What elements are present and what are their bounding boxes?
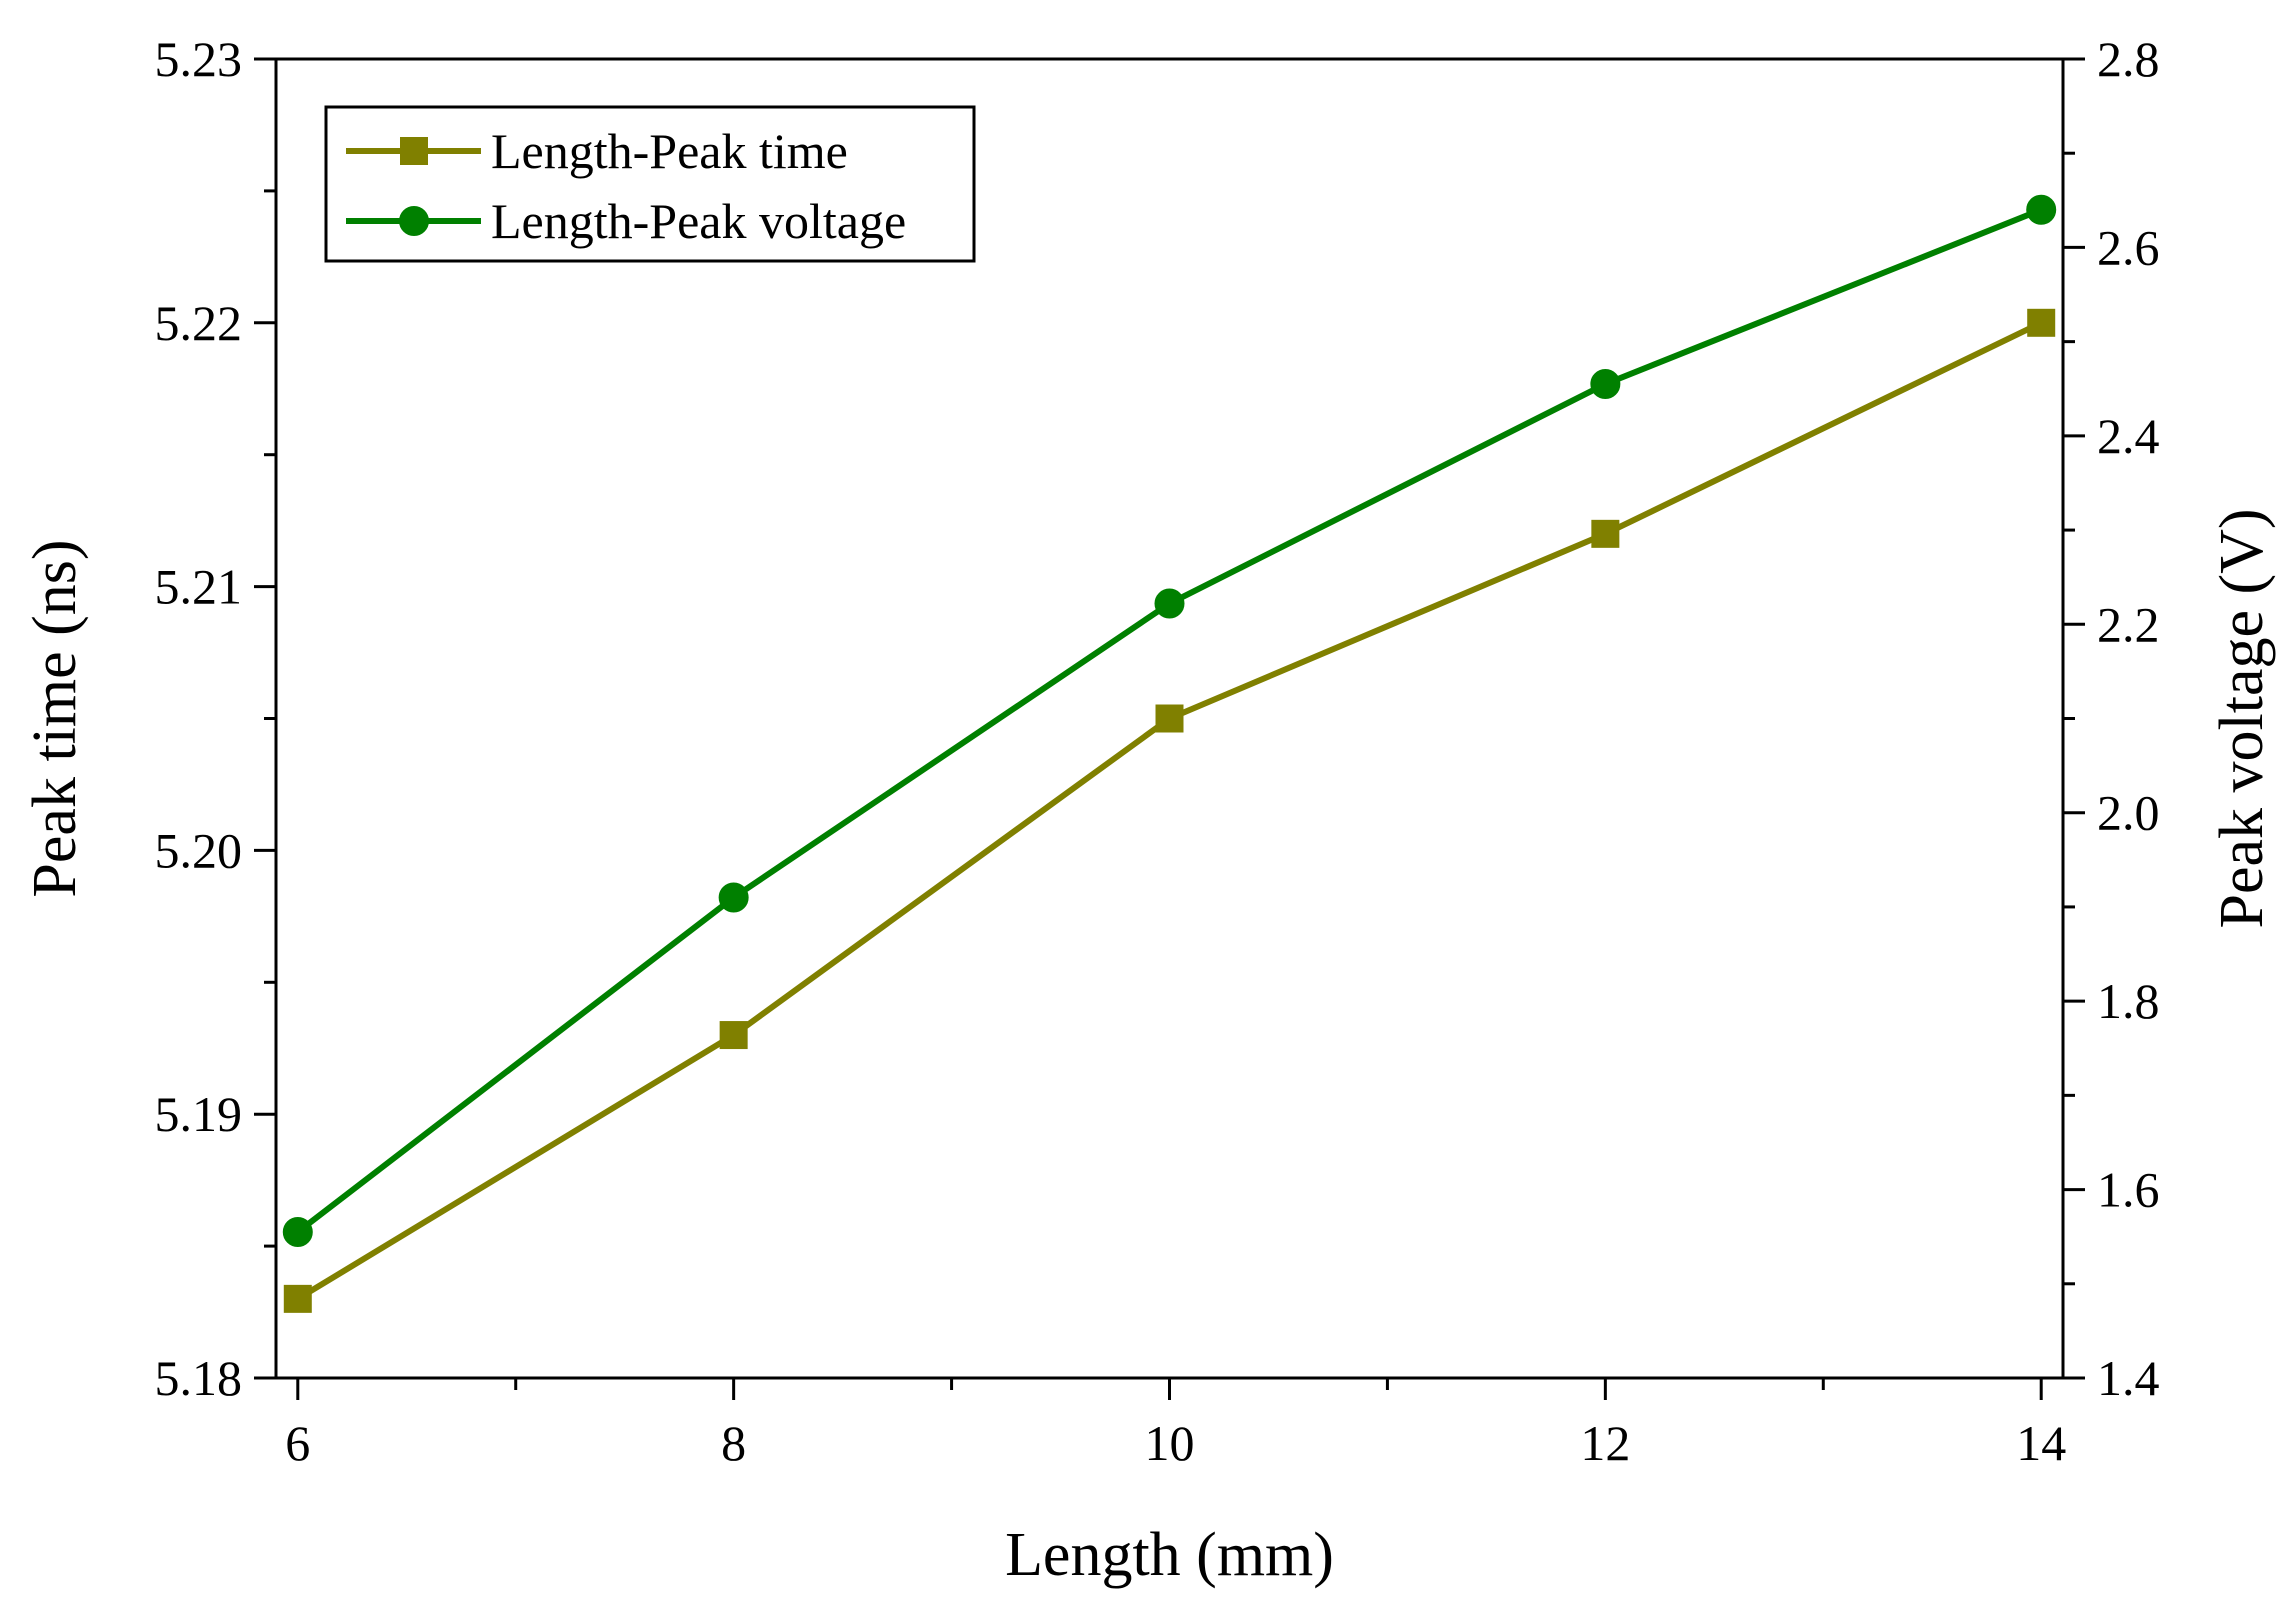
series-2: [282, 194, 2057, 1247]
x-tick-label: 8: [721, 1415, 746, 1471]
legend-label: Length-Peak time: [491, 123, 848, 179]
x-tick-label: 12: [1580, 1415, 1630, 1471]
series-layer: [282, 194, 2057, 1313]
y2-tick-label: 2.4: [2097, 408, 2160, 464]
data-point: [283, 1284, 312, 1313]
y2-tick-label: 1.4: [2097, 1350, 2160, 1406]
y2-tick-label: 1.8: [2097, 973, 2160, 1029]
y2-tick-label: 2.6: [2097, 219, 2160, 275]
data-point: [1155, 704, 1184, 733]
data-point: [2027, 308, 2056, 337]
series-line: [296, 320, 2043, 1302]
legend-entry: Length-Peak time: [346, 123, 848, 179]
data-point: [718, 882, 749, 913]
series-1: [283, 308, 2056, 1313]
x-tick-label: 14: [2016, 1415, 2066, 1471]
y-tick-label: 5.20: [155, 822, 243, 878]
plot-frame: [274, 57, 2065, 1380]
y-tick-label: 5.18: [155, 1350, 243, 1406]
y2-tick-label: 2.8: [2097, 31, 2160, 87]
tick-labels-layer: 6 8 10 12 14 5.18 5.19 5.20 5.21 5.22 5.23 1.4 1.6 1.…: [155, 31, 2160, 1471]
y2-tick-label: 2.2: [2097, 596, 2160, 652]
legend-label: Length-Peak voltage: [491, 193, 906, 249]
y2-tick-label: 2.0: [2097, 785, 2160, 841]
ticks-layer: [254, 57, 2085, 1400]
x-axis-title: Length (mm): [1005, 1521, 1334, 1589]
legend: Length-Peak time Length-Peak voltage: [324, 105, 976, 263]
legend-entry: Length-Peak voltage: [346, 193, 906, 249]
data-point: [282, 1216, 313, 1247]
y-tick-label: 5.19: [155, 1086, 243, 1142]
y2-axis-title: Peak voltage (V): [2208, 508, 2276, 928]
data-point: [2026, 194, 2057, 225]
y-tick-label: 5.21: [155, 559, 243, 615]
legend-box: [324, 105, 976, 263]
data-point: [1590, 369, 1621, 400]
data-point: [1591, 519, 1620, 548]
data-point: [719, 1021, 748, 1050]
data-point: [1154, 588, 1185, 619]
legend-marker: [400, 137, 428, 165]
legend-marker: [399, 206, 429, 236]
y2-tick-label: 1.6: [2097, 1162, 2160, 1218]
y-tick-label: 5.23: [155, 31, 243, 87]
x-tick-label: 10: [1145, 1415, 1195, 1471]
y-axis-title: Peak time (ns): [21, 539, 89, 897]
x-tick-label: 6: [285, 1415, 310, 1471]
y-tick-label: 5.22: [155, 295, 243, 351]
